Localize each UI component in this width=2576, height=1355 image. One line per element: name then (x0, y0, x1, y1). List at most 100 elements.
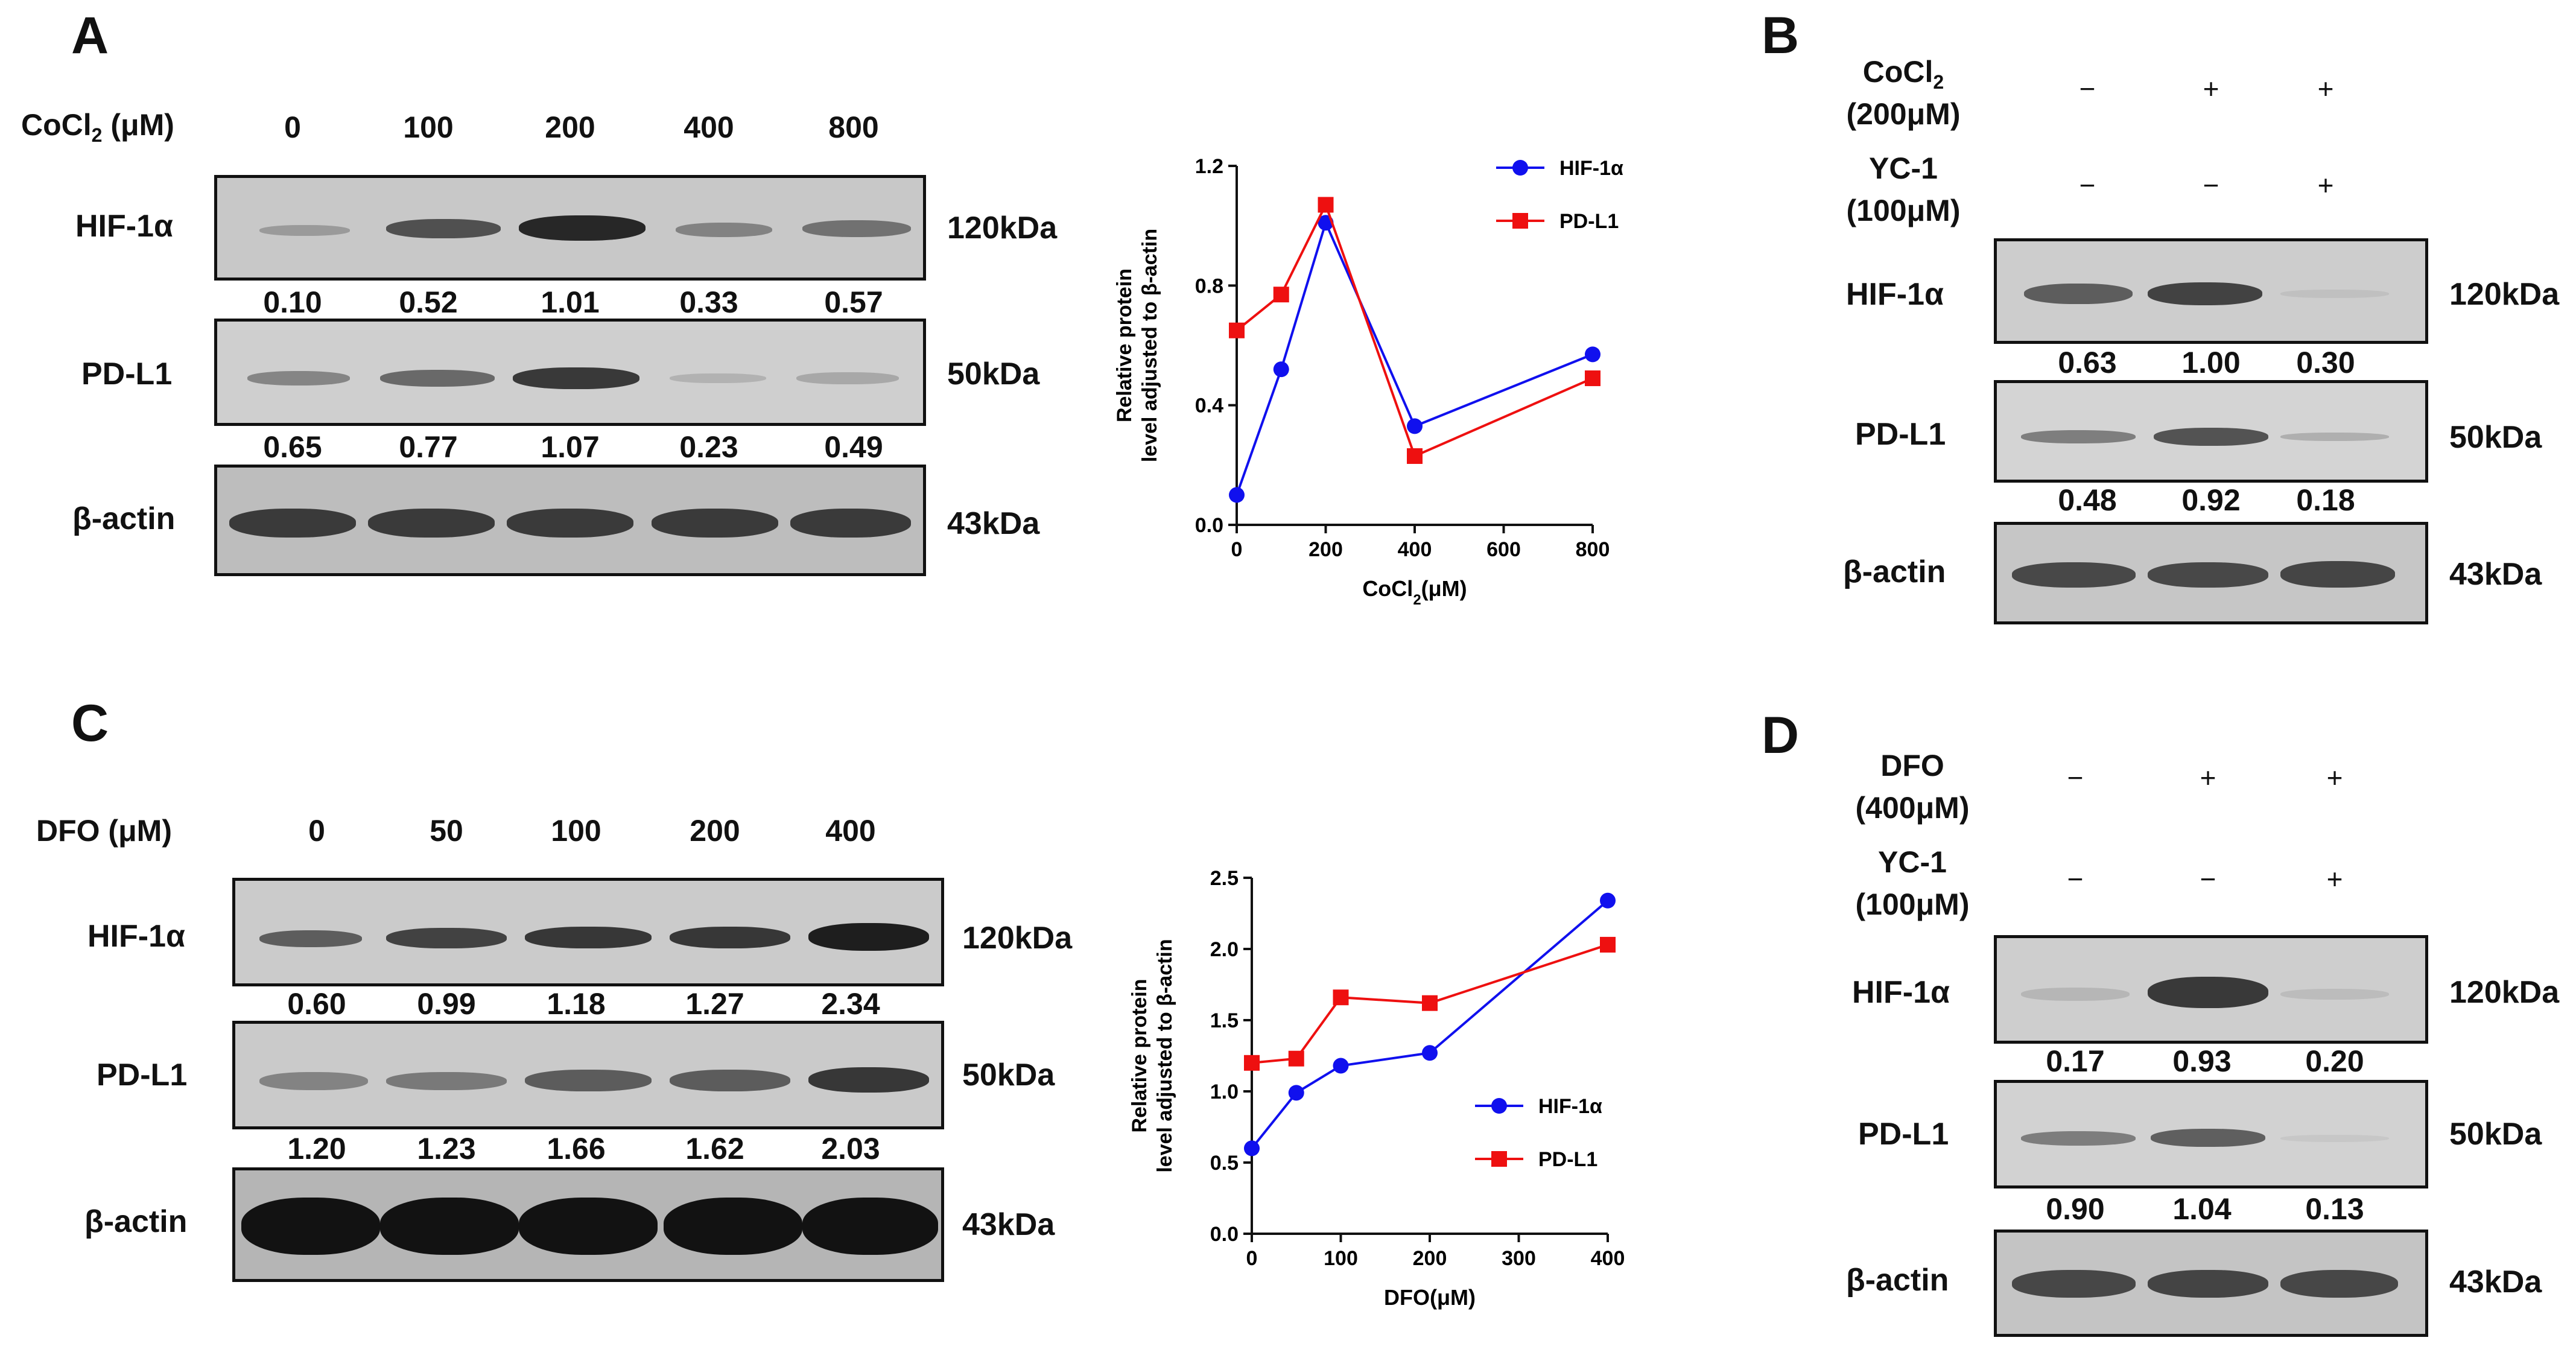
data-point-pdl1 (1422, 995, 1438, 1011)
sign-plus: + (2203, 73, 2219, 104)
x-tick-label: 600 (1486, 538, 1521, 561)
western-blot-beta-actin (1994, 1230, 2428, 1337)
row-label-hif1a: HIF-1α (75, 209, 173, 244)
quant-value: 1.18 (547, 987, 606, 1021)
y-tick-label: 2.5 (1210, 867, 1239, 890)
quant-value: 0.23 (679, 430, 738, 464)
quant-value: 0.48 (2058, 483, 2117, 517)
quant-value: 0.99 (417, 987, 476, 1021)
quant-value: 0.30 (2296, 346, 2355, 379)
sign-minus: − (2200, 863, 2216, 895)
dose-label: 200 (690, 814, 740, 848)
western-blot-hif1a (1994, 935, 2428, 1044)
mw-label-43kda: 43kDa (962, 1207, 1055, 1242)
mw-label-120kda: 120kDa (947, 211, 1058, 246)
quant-value: 0.90 (2046, 1192, 2105, 1226)
quant-value: 1.27 (685, 987, 744, 1021)
quant-value: 1.07 (541, 430, 600, 464)
row-label-pdl1: PD-L1 (81, 357, 173, 392)
sign-minus: − (2079, 73, 2096, 104)
row-label-hif1a: HIF-1α (1852, 975, 1950, 1010)
quant-value: 0.52 (399, 285, 458, 319)
sign-plus: + (2200, 762, 2216, 793)
quant-value: 0.13 (2305, 1192, 2364, 1226)
x-tick-label: 400 (1398, 538, 1432, 561)
x-axis-label: CoCl2(μM) (1362, 576, 1467, 608)
quant-value: 0.33 (679, 285, 738, 319)
condition-label-yc1: YC-1 (1878, 845, 1947, 879)
treatment-unit: (μM) (102, 108, 174, 142)
dose-label: 400 (684, 110, 734, 144)
legend-marker (1491, 1151, 1507, 1167)
mw-label-43kda: 43kDa (2449, 1265, 2542, 1299)
panel-letter-b: B (1762, 7, 1800, 65)
mw-label-43kda: 43kDa (947, 506, 1040, 541)
row-label-hif1a: HIF-1α (1846, 277, 1944, 312)
x-tick-label: 100 (1324, 1247, 1358, 1270)
data-point-pdl1 (1600, 936, 1616, 953)
quant-value: 0.49 (824, 430, 883, 464)
quant-value: 2.34 (821, 987, 880, 1021)
legend-marker (1491, 1098, 1507, 1114)
y-tick-label: 0.0 (1195, 514, 1223, 537)
y-tick-label: 1.5 (1210, 1009, 1239, 1032)
condition-name: CoCl (1862, 55, 1934, 89)
x-tick-label: 0 (1246, 1247, 1258, 1270)
x-tick-label: 200 (1413, 1247, 1447, 1270)
quant-value: 0.10 (263, 285, 322, 319)
row-label-beta-actin: β-actin (1843, 554, 1946, 589)
western-blot-pdl1 (232, 1021, 944, 1129)
y-tick-label: 0.0 (1210, 1223, 1239, 1246)
quant-value: 0.92 (2181, 483, 2241, 517)
mw-label-120kda: 120kDa (2449, 975, 2560, 1010)
quant-value: 1.20 (287, 1132, 346, 1166)
data-point-hif1a (1244, 1140, 1260, 1157)
condition-label-yc1: YC-1 (1869, 151, 1938, 185)
quant-value: 0.20 (2305, 1044, 2364, 1078)
quant-value: 1.66 (547, 1132, 606, 1166)
y-axis-label: Relative protein (1113, 268, 1136, 422)
mw-label-120kda: 120kDa (962, 921, 1073, 956)
x-tick-label: 400 (1591, 1247, 1625, 1270)
condition-concentration: (100μM) (1855, 887, 1970, 921)
treatment-label-c: DFO (μM) (36, 814, 172, 848)
western-blot-pdl1 (1994, 1080, 2428, 1188)
treatment-subscript: 2 (91, 124, 103, 146)
western-blot-beta-actin (214, 465, 926, 576)
western-blot-pdl1 (1994, 380, 2428, 483)
legend-marker (1512, 213, 1528, 229)
dose-label: 800 (828, 110, 879, 144)
western-blot-hif1a (232, 878, 944, 986)
western-blot-beta-actin (1994, 522, 2428, 624)
data-point-hif1a (1407, 418, 1423, 434)
condition-label-dfo: DFO (1880, 749, 1944, 782)
y-tick-label: 2.0 (1210, 938, 1239, 961)
dose-label: 400 (825, 814, 876, 848)
data-point-hif1a (1422, 1045, 1438, 1061)
data-point-hif1a (1600, 892, 1616, 909)
quant-value: 0.60 (287, 987, 346, 1021)
y-axis-label: level adjusted to β-actin (1138, 229, 1161, 462)
mw-label-50kda: 50kDa (947, 357, 1040, 392)
panel-letter-c: C (71, 694, 109, 752)
x-tick-label: 300 (1502, 1247, 1536, 1270)
y-axis-label: level adjusted to β-actin (1153, 939, 1176, 1172)
data-point-pdl1 (1244, 1055, 1260, 1071)
treatment-name: CoCl (21, 108, 92, 142)
row-label-beta-actin: β-actin (84, 1204, 188, 1239)
quant-value: 1.62 (685, 1132, 744, 1166)
dose-label: 0 (308, 814, 325, 848)
condition-concentration: (100μM) (1846, 194, 1961, 227)
dose-label: 100 (403, 110, 454, 144)
row-label-pdl1: PD-L1 (1855, 417, 1946, 452)
mw-label-50kda: 50kDa (2449, 1117, 2542, 1152)
condition-label-cocl2: CoCl2 (1831, 54, 1976, 94)
western-blot-beta-actin (232, 1167, 944, 1282)
data-point-hif1a (1229, 487, 1245, 503)
dose-label: 0 (284, 110, 301, 144)
mw-label-120kda: 120kDa (2449, 277, 2560, 312)
western-blot-pdl1 (214, 319, 926, 426)
dose-label: 100 (551, 814, 601, 848)
row-label-pdl1: PD-L1 (97, 1058, 188, 1093)
data-point-hif1a (1585, 346, 1600, 363)
